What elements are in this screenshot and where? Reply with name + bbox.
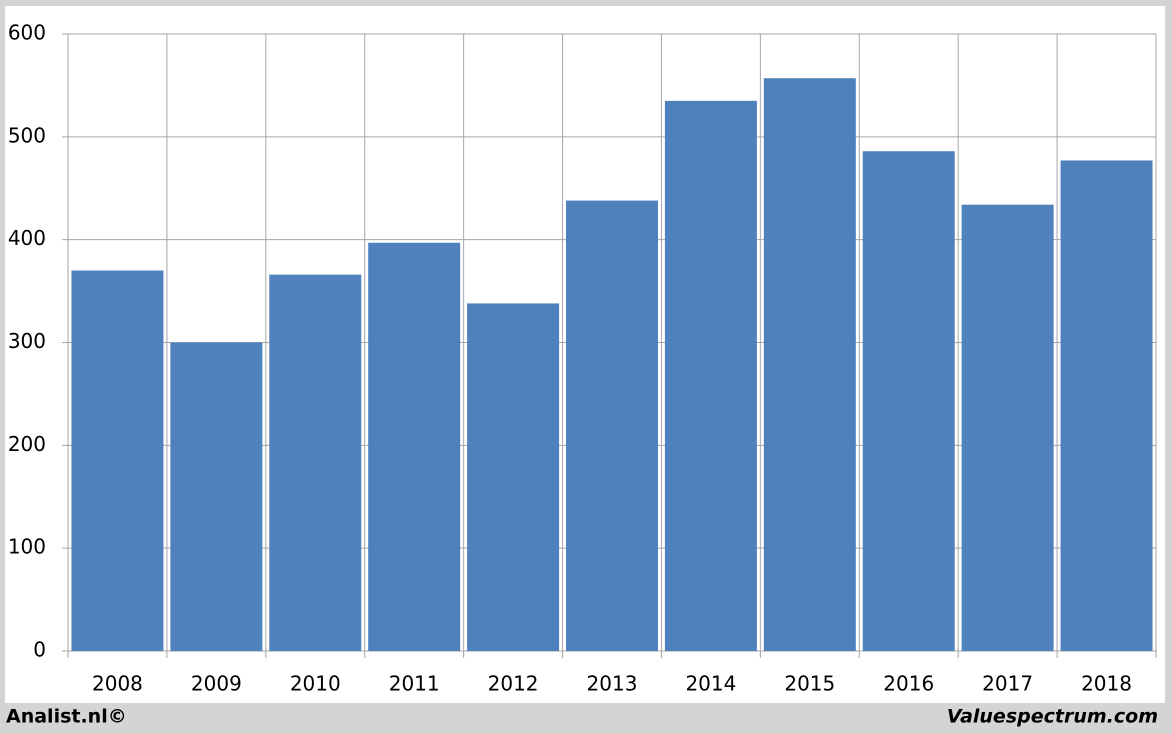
bar bbox=[763, 78, 856, 652]
bar bbox=[71, 270, 164, 651]
y-tick-label: 600 bbox=[8, 21, 46, 45]
footer-left: Analist.nl© bbox=[6, 706, 127, 728]
bar bbox=[664, 100, 757, 651]
bar bbox=[368, 242, 461, 652]
x-tick-label: 2010 bbox=[290, 672, 341, 696]
y-tick-label: 400 bbox=[8, 226, 46, 250]
bar bbox=[1060, 160, 1153, 652]
x-tick-label: 2016 bbox=[883, 672, 934, 696]
x-tick-label: 2009 bbox=[191, 672, 242, 696]
y-tick-label: 300 bbox=[8, 329, 46, 353]
footer-right: Valuespectrum.com bbox=[947, 706, 1158, 728]
bar bbox=[961, 204, 1054, 651]
bar bbox=[862, 151, 955, 652]
x-tick-label: 2011 bbox=[389, 672, 440, 696]
bar bbox=[566, 200, 658, 651]
y-tick-label: 500 bbox=[8, 123, 46, 147]
bar bbox=[467, 303, 560, 651]
x-tick-label: 2014 bbox=[685, 672, 736, 696]
x-tick-label: 2013 bbox=[587, 672, 638, 696]
bar bbox=[170, 342, 263, 651]
x-tick-label: 2018 bbox=[1081, 672, 1132, 696]
x-tick-label: 2012 bbox=[488, 672, 539, 696]
y-tick-label: 200 bbox=[8, 432, 46, 456]
x-tick-label: 2017 bbox=[982, 672, 1033, 696]
x-tick-label: 2008 bbox=[92, 672, 143, 696]
x-tick-label: 2015 bbox=[784, 672, 835, 696]
y-tick-label: 0 bbox=[33, 638, 46, 662]
bar bbox=[269, 274, 362, 651]
y-tick-label: 100 bbox=[8, 535, 46, 559]
